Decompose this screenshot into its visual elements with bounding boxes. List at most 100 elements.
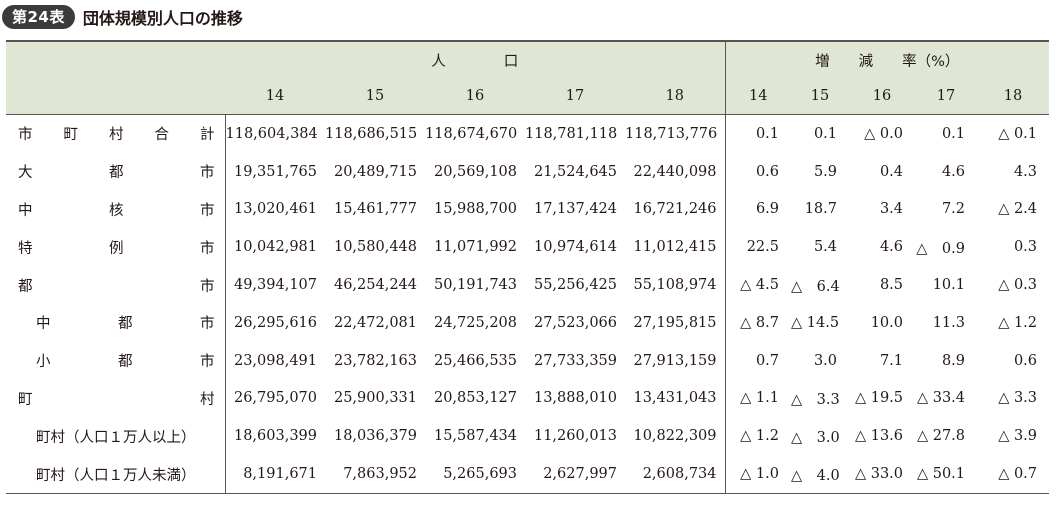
population-cell: 27,733,359 xyxy=(533,352,617,369)
row-label: 中都市 xyxy=(6,303,226,342)
population-cell: 2,627,997 xyxy=(525,455,625,494)
row-label-char: 例 xyxy=(109,240,124,257)
row-label-char: 市 xyxy=(200,165,215,182)
rate-cell: 0.4 xyxy=(879,163,903,180)
rate-cell: 0.7 xyxy=(724,341,791,380)
rate-cell: 3.4 xyxy=(879,201,903,218)
population-cell: 22,472,081 xyxy=(333,314,417,331)
row-label: 市町村合計 xyxy=(6,114,226,153)
population-cell: 46,254,244 xyxy=(333,277,417,294)
rate-cell: 5.4 xyxy=(813,239,837,256)
rate-cell: 0.1 xyxy=(813,125,837,142)
row-label-char: 村 xyxy=(109,127,124,144)
row-label-char: 市 xyxy=(200,202,215,219)
row-label-text: 町村（人口１万人以上） xyxy=(36,429,196,446)
rate-cell: △ 4.5 xyxy=(724,266,791,304)
rate-cell: △ 2.4 xyxy=(998,201,1038,218)
row-label-char: 小 xyxy=(36,354,51,371)
row-label-text: 町村 xyxy=(18,388,215,409)
population-cell: 27,523,066 xyxy=(533,314,617,331)
population-cell: 118,713,776 xyxy=(625,125,718,142)
rate-cell: 18.7 xyxy=(804,201,837,218)
rate-cell: △ 0.3 xyxy=(998,277,1038,294)
population-cell: 8,191,671 xyxy=(225,455,325,494)
row-label-char: 中 xyxy=(18,202,33,219)
population-cell: 118,686,515 xyxy=(325,125,418,142)
rate-cell: △ 33.0 xyxy=(849,455,915,494)
rate-cell: 0.3 xyxy=(1013,239,1038,256)
header-rate-year: 16 xyxy=(849,78,915,115)
row-label-char: 市 xyxy=(200,278,215,295)
population-cell: 13,888,010 xyxy=(533,390,617,407)
row-label-char: 都 xyxy=(118,354,133,371)
row-label-char: 市 xyxy=(200,316,215,333)
row-label-char: 都 xyxy=(18,278,33,295)
row-label-text: 特例市 xyxy=(18,237,215,258)
table-title: 団体規模別人口の推移 xyxy=(82,9,243,28)
rate-cell: △ 1.0 xyxy=(724,455,791,494)
table-row: 町村 26,795,070 25,900,331 20,853,127 13,888,0… xyxy=(6,379,1049,418)
row-label: 中核市 xyxy=(6,190,226,229)
header-rate-year: 17 xyxy=(915,78,977,115)
rate-cell: 7.2 xyxy=(941,201,965,218)
rate-cell: 4.6 xyxy=(879,239,903,256)
population-cell: 20,489,715 xyxy=(333,163,417,180)
row-label-char: 市 xyxy=(18,127,33,144)
table-row: 中 都 市 26,295,616 22,472,081 24,725,208 27,523,… xyxy=(6,303,1049,342)
population-cell: 50,191,743 xyxy=(433,277,517,294)
population-cell: 10,822,309 xyxy=(633,428,717,445)
row-label-text: 都市 xyxy=(18,275,215,296)
row-label-text: 中核市 xyxy=(18,199,215,220)
population-cell: 20,569,108 xyxy=(433,163,517,180)
population-cell: 118,781,118 xyxy=(525,125,618,142)
rate-cell: △ 1.2 xyxy=(724,417,791,456)
rate-cell: 4.6 xyxy=(941,163,965,180)
row-label-char: 市 xyxy=(200,240,215,257)
rate-cell: △ 19.5 xyxy=(854,390,903,407)
population-cell: 19,351,765 xyxy=(233,163,317,180)
rate-cell: 8.9 xyxy=(941,352,965,369)
header-blank xyxy=(6,41,225,115)
rate-cell: 10.0 xyxy=(870,314,903,331)
rate-cell: 0.6 xyxy=(724,152,791,191)
population-cell: 7,863,952 xyxy=(325,455,425,494)
header-rate: 増 減 率（%） xyxy=(724,41,1050,78)
row-label-text: 中都市 xyxy=(36,312,215,333)
row-label: 大都市 xyxy=(6,152,226,191)
population-cell: 27,913,159 xyxy=(633,352,717,369)
row-label-text: 小都市 xyxy=(36,350,215,371)
rate-cell: △ 50.1 xyxy=(915,455,977,494)
population-cell: 118,604,384 xyxy=(225,125,318,142)
rate-cell: △ 3.0 xyxy=(791,429,840,446)
population-cell: 10,974,614 xyxy=(533,239,617,256)
rate-cell: 11.3 xyxy=(932,314,965,331)
population-cell: 55,256,425 xyxy=(533,277,617,294)
population-cell: 21,524,645 xyxy=(533,163,617,180)
population-cell: 24,725,208 xyxy=(433,314,517,331)
row-label-char: 市 xyxy=(200,354,215,371)
row-label-text: 大都市 xyxy=(18,161,215,182)
rate-cell: 7.1 xyxy=(879,352,903,369)
rate-cell: △ 0.9 xyxy=(916,240,965,257)
population-cell: 22,440,098 xyxy=(633,163,717,180)
rate-cell: 6.9 xyxy=(724,190,791,229)
table-row: 町村（人口１万人未満） 8,191,671 7,863,952 5,265,693 2,… xyxy=(6,455,1050,494)
header-rate-year: 15 xyxy=(791,78,849,115)
rate-cell: 10.1 xyxy=(932,277,965,294)
row-label-char: 村 xyxy=(200,391,215,408)
rate-cell: △ 1.1 xyxy=(724,379,791,418)
table-row: 中 核 市 13,020,461 15,461,777 15,988,700 17,137,… xyxy=(6,190,1049,229)
rate-cell: 22.5 xyxy=(724,228,791,267)
rate-cell: 3.0 xyxy=(813,352,837,369)
table-row: 町村（人口１万人以上） 18,603,399 18,036,379 15,587,43… xyxy=(6,417,1049,456)
population-cell: 18,603,399 xyxy=(233,428,317,445)
population-cell: 23,098,491 xyxy=(233,352,317,369)
population-cell: 11,260,013 xyxy=(533,428,617,445)
rate-cell: △ 3.3 xyxy=(791,391,840,408)
rate-cell: △ 1.2 xyxy=(998,314,1038,331)
population-cell: 16,721,246 xyxy=(633,201,717,218)
population-cell: 2,608,734 xyxy=(625,455,725,494)
rate-cell: △ 33.4 xyxy=(916,390,965,407)
row-label: 特例市 xyxy=(6,228,226,267)
rate-cell: △ 3.9 xyxy=(998,428,1038,445)
